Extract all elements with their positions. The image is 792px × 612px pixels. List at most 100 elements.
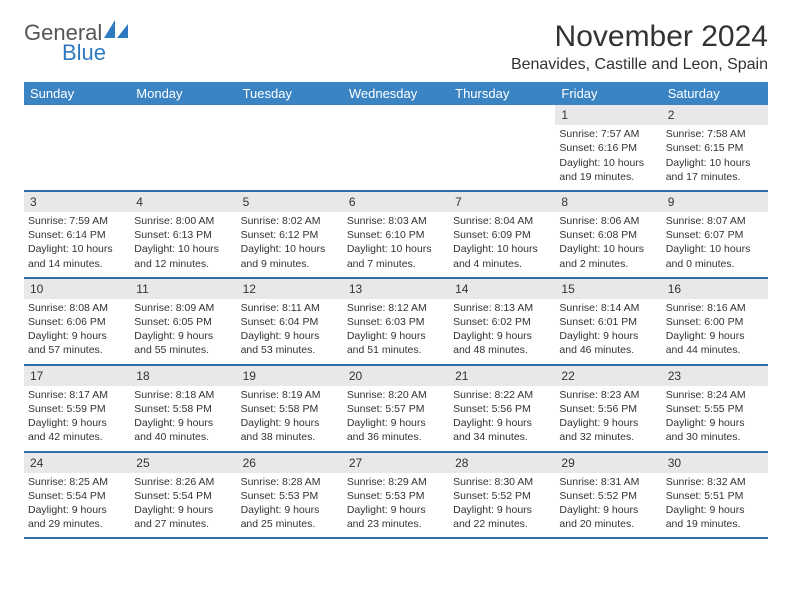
- daylight-text: Daylight: 9 hours and 36 minutes.: [347, 416, 445, 444]
- calendar-day-cell: 2Sunrise: 7:58 AMSunset: 6:15 PMDaylight…: [662, 105, 768, 191]
- sunset-text: Sunset: 5:58 PM: [241, 402, 339, 416]
- day-number: 2: [662, 105, 768, 125]
- daylight-text: Daylight: 9 hours and 32 minutes.: [559, 416, 657, 444]
- day-details: Sunrise: 8:26 AMSunset: 5:54 PMDaylight:…: [130, 473, 236, 538]
- daylight-text: Daylight: 10 hours and 9 minutes.: [241, 242, 339, 270]
- daylight-text: Daylight: 9 hours and 55 minutes.: [134, 329, 232, 357]
- calendar-day-cell: 13Sunrise: 8:12 AMSunset: 6:03 PMDayligh…: [343, 278, 449, 365]
- day-details: Sunrise: 8:17 AMSunset: 5:59 PMDaylight:…: [24, 386, 130, 451]
- day-details: Sunrise: 8:19 AMSunset: 5:58 PMDaylight:…: [237, 386, 343, 451]
- daylight-text: Daylight: 9 hours and 22 minutes.: [453, 503, 551, 531]
- calendar-day-cell: 25Sunrise: 8:26 AMSunset: 5:54 PMDayligh…: [130, 452, 236, 539]
- calendar-day-cell: 30Sunrise: 8:32 AMSunset: 5:51 PMDayligh…: [662, 452, 768, 539]
- daylight-text: Daylight: 9 hours and 23 minutes.: [347, 503, 445, 531]
- calendar-day-cell: 8Sunrise: 8:06 AMSunset: 6:08 PMDaylight…: [555, 191, 661, 278]
- daylight-text: Daylight: 9 hours and 19 minutes.: [666, 503, 764, 531]
- daylight-text: Daylight: 10 hours and 4 minutes.: [453, 242, 551, 270]
- daylight-text: Daylight: 9 hours and 27 minutes.: [134, 503, 232, 531]
- sunset-text: Sunset: 5:56 PM: [453, 402, 551, 416]
- sunrise-text: Sunrise: 8:19 AM: [241, 388, 339, 402]
- day-details: Sunrise: 8:28 AMSunset: 5:53 PMDaylight:…: [237, 473, 343, 538]
- sunset-text: Sunset: 6:02 PM: [453, 315, 551, 329]
- calendar-day-cell: 22Sunrise: 8:23 AMSunset: 5:56 PMDayligh…: [555, 365, 661, 452]
- day-details: Sunrise: 8:07 AMSunset: 6:07 PMDaylight:…: [662, 212, 768, 277]
- sunset-text: Sunset: 5:58 PM: [134, 402, 232, 416]
- day-details: Sunrise: 8:06 AMSunset: 6:08 PMDaylight:…: [555, 212, 661, 277]
- weekday-header: Friday: [555, 82, 661, 105]
- sunrise-text: Sunrise: 8:28 AM: [241, 475, 339, 489]
- sunrise-text: Sunrise: 8:18 AM: [134, 388, 232, 402]
- sunrise-text: Sunrise: 8:23 AM: [559, 388, 657, 402]
- calendar-day-cell: [24, 105, 130, 191]
- sunrise-text: Sunrise: 7:59 AM: [28, 214, 126, 228]
- day-number: 9: [662, 192, 768, 212]
- sunset-text: Sunset: 5:54 PM: [134, 489, 232, 503]
- day-number: 28: [449, 453, 555, 473]
- sunset-text: Sunset: 5:59 PM: [28, 402, 126, 416]
- calendar-week-row: 1Sunrise: 7:57 AMSunset: 6:16 PMDaylight…: [24, 105, 768, 191]
- sunrise-text: Sunrise: 8:00 AM: [134, 214, 232, 228]
- sunrise-text: Sunrise: 8:20 AM: [347, 388, 445, 402]
- daylight-text: Daylight: 9 hours and 51 minutes.: [347, 329, 445, 357]
- day-details: Sunrise: 8:03 AMSunset: 6:10 PMDaylight:…: [343, 212, 449, 277]
- sunset-text: Sunset: 5:51 PM: [666, 489, 764, 503]
- day-details: Sunrise: 8:09 AMSunset: 6:05 PMDaylight:…: [130, 299, 236, 364]
- day-number: 14: [449, 279, 555, 299]
- sunrise-text: Sunrise: 8:11 AM: [241, 301, 339, 315]
- daylight-text: Daylight: 9 hours and 46 minutes.: [559, 329, 657, 357]
- day-number: 21: [449, 366, 555, 386]
- day-number: 10: [24, 279, 130, 299]
- day-number: 20: [343, 366, 449, 386]
- sunset-text: Sunset: 6:08 PM: [559, 228, 657, 242]
- day-details: Sunrise: 7:57 AMSunset: 6:16 PMDaylight:…: [555, 125, 661, 190]
- daylight-text: Daylight: 10 hours and 17 minutes.: [666, 156, 764, 184]
- sunrise-text: Sunrise: 8:14 AM: [559, 301, 657, 315]
- sunset-text: Sunset: 6:01 PM: [559, 315, 657, 329]
- day-details: Sunrise: 8:29 AMSunset: 5:53 PMDaylight:…: [343, 473, 449, 538]
- calendar-week-row: 10Sunrise: 8:08 AMSunset: 6:06 PMDayligh…: [24, 278, 768, 365]
- sunrise-text: Sunrise: 8:30 AM: [453, 475, 551, 489]
- calendar-day-cell: 4Sunrise: 8:00 AMSunset: 6:13 PMDaylight…: [130, 191, 236, 278]
- calendar-day-cell: [449, 105, 555, 191]
- sunrise-text: Sunrise: 8:08 AM: [28, 301, 126, 315]
- calendar-day-cell: 27Sunrise: 8:29 AMSunset: 5:53 PMDayligh…: [343, 452, 449, 539]
- sunrise-text: Sunrise: 7:57 AM: [559, 127, 657, 141]
- sunset-text: Sunset: 5:53 PM: [241, 489, 339, 503]
- day-number: 11: [130, 279, 236, 299]
- header: General Blue November 2024 Benavides, Ca…: [24, 20, 768, 74]
- sunrise-text: Sunrise: 8:13 AM: [453, 301, 551, 315]
- daylight-text: Daylight: 9 hours and 25 minutes.: [241, 503, 339, 531]
- calendar-week-row: 24Sunrise: 8:25 AMSunset: 5:54 PMDayligh…: [24, 452, 768, 539]
- sunset-text: Sunset: 6:15 PM: [666, 141, 764, 155]
- daylight-text: Daylight: 9 hours and 30 minutes.: [666, 416, 764, 444]
- sunset-text: Sunset: 6:05 PM: [134, 315, 232, 329]
- location: Benavides, Castille and Leon, Spain: [511, 56, 768, 74]
- calendar-body: 1Sunrise: 7:57 AMSunset: 6:16 PMDaylight…: [24, 105, 768, 538]
- daylight-text: Daylight: 9 hours and 57 minutes.: [28, 329, 126, 357]
- sunset-text: Sunset: 6:10 PM: [347, 228, 445, 242]
- daylight-text: Daylight: 9 hours and 29 minutes.: [28, 503, 126, 531]
- calendar-table: Sunday Monday Tuesday Wednesday Thursday…: [24, 82, 768, 539]
- day-details: Sunrise: 8:32 AMSunset: 5:51 PMDaylight:…: [662, 473, 768, 538]
- sunrise-text: Sunrise: 8:12 AM: [347, 301, 445, 315]
- calendar-day-cell: 17Sunrise: 8:17 AMSunset: 5:59 PMDayligh…: [24, 365, 130, 452]
- sunset-text: Sunset: 5:55 PM: [666, 402, 764, 416]
- sunrise-text: Sunrise: 8:09 AM: [134, 301, 232, 315]
- calendar-day-cell: 7Sunrise: 8:04 AMSunset: 6:09 PMDaylight…: [449, 191, 555, 278]
- weekday-header: Wednesday: [343, 82, 449, 105]
- day-details: Sunrise: 8:02 AMSunset: 6:12 PMDaylight:…: [237, 212, 343, 277]
- daylight-text: Daylight: 9 hours and 44 minutes.: [666, 329, 764, 357]
- daylight-text: Daylight: 9 hours and 48 minutes.: [453, 329, 551, 357]
- sunrise-text: Sunrise: 8:29 AM: [347, 475, 445, 489]
- sunrise-text: Sunrise: 8:25 AM: [28, 475, 126, 489]
- calendar-day-cell: 20Sunrise: 8:20 AMSunset: 5:57 PMDayligh…: [343, 365, 449, 452]
- calendar-day-cell: 21Sunrise: 8:22 AMSunset: 5:56 PMDayligh…: [449, 365, 555, 452]
- sunset-text: Sunset: 6:09 PM: [453, 228, 551, 242]
- day-number: 17: [24, 366, 130, 386]
- sunset-text: Sunset: 5:56 PM: [559, 402, 657, 416]
- calendar-day-cell: 29Sunrise: 8:31 AMSunset: 5:52 PMDayligh…: [555, 452, 661, 539]
- day-number: 12: [237, 279, 343, 299]
- sunset-text: Sunset: 5:54 PM: [28, 489, 126, 503]
- sunset-text: Sunset: 5:52 PM: [453, 489, 551, 503]
- day-number: 27: [343, 453, 449, 473]
